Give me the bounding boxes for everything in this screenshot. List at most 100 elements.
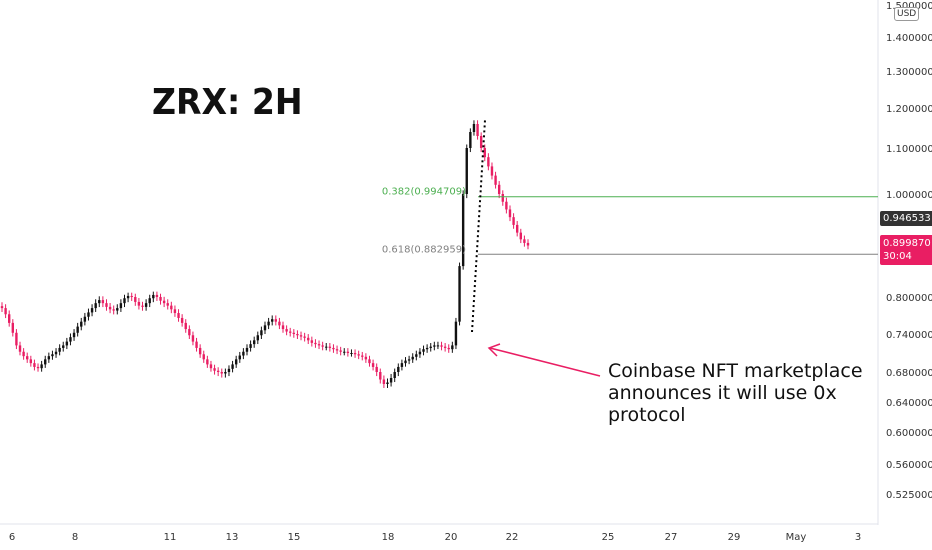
candle-body bbox=[447, 347, 450, 350]
candle-body bbox=[361, 355, 364, 357]
candle-body bbox=[505, 201, 508, 210]
candle-body bbox=[523, 239, 526, 243]
candle-body bbox=[94, 303, 97, 309]
candle-body bbox=[289, 331, 292, 333]
x-tick-label: 29 bbox=[728, 532, 741, 543]
candle-body bbox=[213, 368, 216, 371]
last-price-tag: 0.946533 bbox=[880, 211, 932, 226]
fib-level-label: 0.618(0.882959) bbox=[382, 244, 466, 255]
candle-body bbox=[379, 372, 382, 380]
candle-body bbox=[368, 359, 371, 364]
y-tick-label: 1.100000 bbox=[886, 144, 932, 155]
x-axis[interactable]: 6 8 11 13 15 18 20 22 25 27 29 May 3 bbox=[9, 532, 861, 543]
fib-level-label: 0.382(0.994709) bbox=[382, 187, 466, 198]
candle-body bbox=[98, 300, 101, 304]
candle-body bbox=[339, 350, 342, 352]
candle-body bbox=[54, 351, 58, 355]
candle-body bbox=[152, 294, 155, 299]
candle-body bbox=[443, 346, 447, 348]
candle-body bbox=[231, 364, 234, 369]
candle-body bbox=[501, 194, 504, 202]
candle-body bbox=[328, 346, 332, 348]
candle-body bbox=[134, 297, 137, 302]
candle-body bbox=[461, 194, 465, 267]
y-tick-label: 0.680000 bbox=[886, 368, 932, 379]
candle-body bbox=[206, 359, 209, 365]
candle-body bbox=[249, 344, 252, 348]
y-tick-label: 0.560000 bbox=[886, 460, 932, 471]
x-tick-label: 8 bbox=[72, 532, 78, 543]
candle-body bbox=[220, 372, 223, 374]
candle-body bbox=[299, 335, 303, 337]
candle-body bbox=[26, 356, 29, 360]
candle-body bbox=[515, 224, 519, 233]
candle-body bbox=[451, 345, 454, 350]
candle-body bbox=[490, 166, 494, 176]
x-tick-label: 18 bbox=[382, 532, 395, 543]
candle-body bbox=[476, 124, 479, 136]
breakout-dotted-line bbox=[471, 119, 486, 333]
currency-badge[interactable]: USD bbox=[894, 7, 920, 21]
candle-body bbox=[303, 336, 306, 338]
candle-body bbox=[101, 300, 105, 304]
candle-body bbox=[346, 351, 350, 353]
candle-body bbox=[422, 349, 425, 352]
candle-body bbox=[65, 341, 69, 346]
candle-body bbox=[234, 359, 238, 365]
candle-body bbox=[216, 370, 220, 372]
candle-body bbox=[397, 366, 400, 372]
candle-body bbox=[105, 303, 108, 307]
candle-body bbox=[404, 360, 407, 364]
candle-body bbox=[4, 308, 7, 315]
candle-body bbox=[108, 306, 112, 310]
candle-body bbox=[274, 319, 278, 322]
candle-body bbox=[198, 347, 202, 355]
y-tick-label: 0.525000 bbox=[886, 490, 932, 501]
candle-body bbox=[252, 340, 256, 345]
candle-body bbox=[8, 314, 11, 323]
candle-body bbox=[40, 364, 43, 369]
candle-body bbox=[242, 351, 245, 356]
x-tick-label: 3 bbox=[855, 532, 861, 543]
candle-body bbox=[454, 321, 458, 346]
candle-body bbox=[278, 321, 281, 326]
candle-body bbox=[472, 124, 476, 132]
candle-body bbox=[440, 345, 443, 347]
candle-body bbox=[256, 335, 259, 341]
candle-body bbox=[173, 309, 177, 314]
candle-body bbox=[415, 354, 418, 357]
y-tick-label: 1.300000 bbox=[886, 67, 932, 78]
candle-body bbox=[33, 363, 36, 367]
candle-body bbox=[184, 322, 187, 330]
candle-body bbox=[72, 332, 76, 338]
candle-body bbox=[494, 175, 497, 185]
candle-body bbox=[188, 329, 191, 336]
candle-body bbox=[483, 148, 486, 158]
candle-body bbox=[159, 297, 162, 301]
candle-body bbox=[350, 353, 353, 354]
x-tick-label: May bbox=[786, 532, 807, 543]
candle-body bbox=[80, 321, 83, 327]
candle-body bbox=[332, 347, 335, 350]
candle-body bbox=[357, 354, 360, 356]
x-tick-label: 6 bbox=[9, 532, 15, 543]
candle-body bbox=[429, 346, 432, 348]
candle-body bbox=[155, 294, 159, 297]
candle-body bbox=[296, 334, 299, 336]
candle-body bbox=[479, 136, 483, 148]
candle-body bbox=[371, 363, 375, 367]
y-axis[interactable]: 1.500000 1.400000 1.300000 1.200000 1.100000… bbox=[886, 1, 932, 501]
y-tick-label: 1.500000 bbox=[886, 1, 932, 12]
candle-body bbox=[512, 217, 515, 225]
candle-body bbox=[526, 242, 530, 246]
current-price-tag: 0.899870 30:04 bbox=[880, 235, 932, 265]
y-tick-label: 1.200000 bbox=[886, 104, 932, 115]
candle-body bbox=[389, 378, 393, 383]
candle-body bbox=[519, 232, 522, 240]
annotation-arrow bbox=[487, 343, 601, 377]
candle-body bbox=[281, 325, 285, 330]
candle-body bbox=[119, 303, 123, 309]
candle-body bbox=[177, 313, 180, 318]
candle-body bbox=[458, 266, 461, 322]
